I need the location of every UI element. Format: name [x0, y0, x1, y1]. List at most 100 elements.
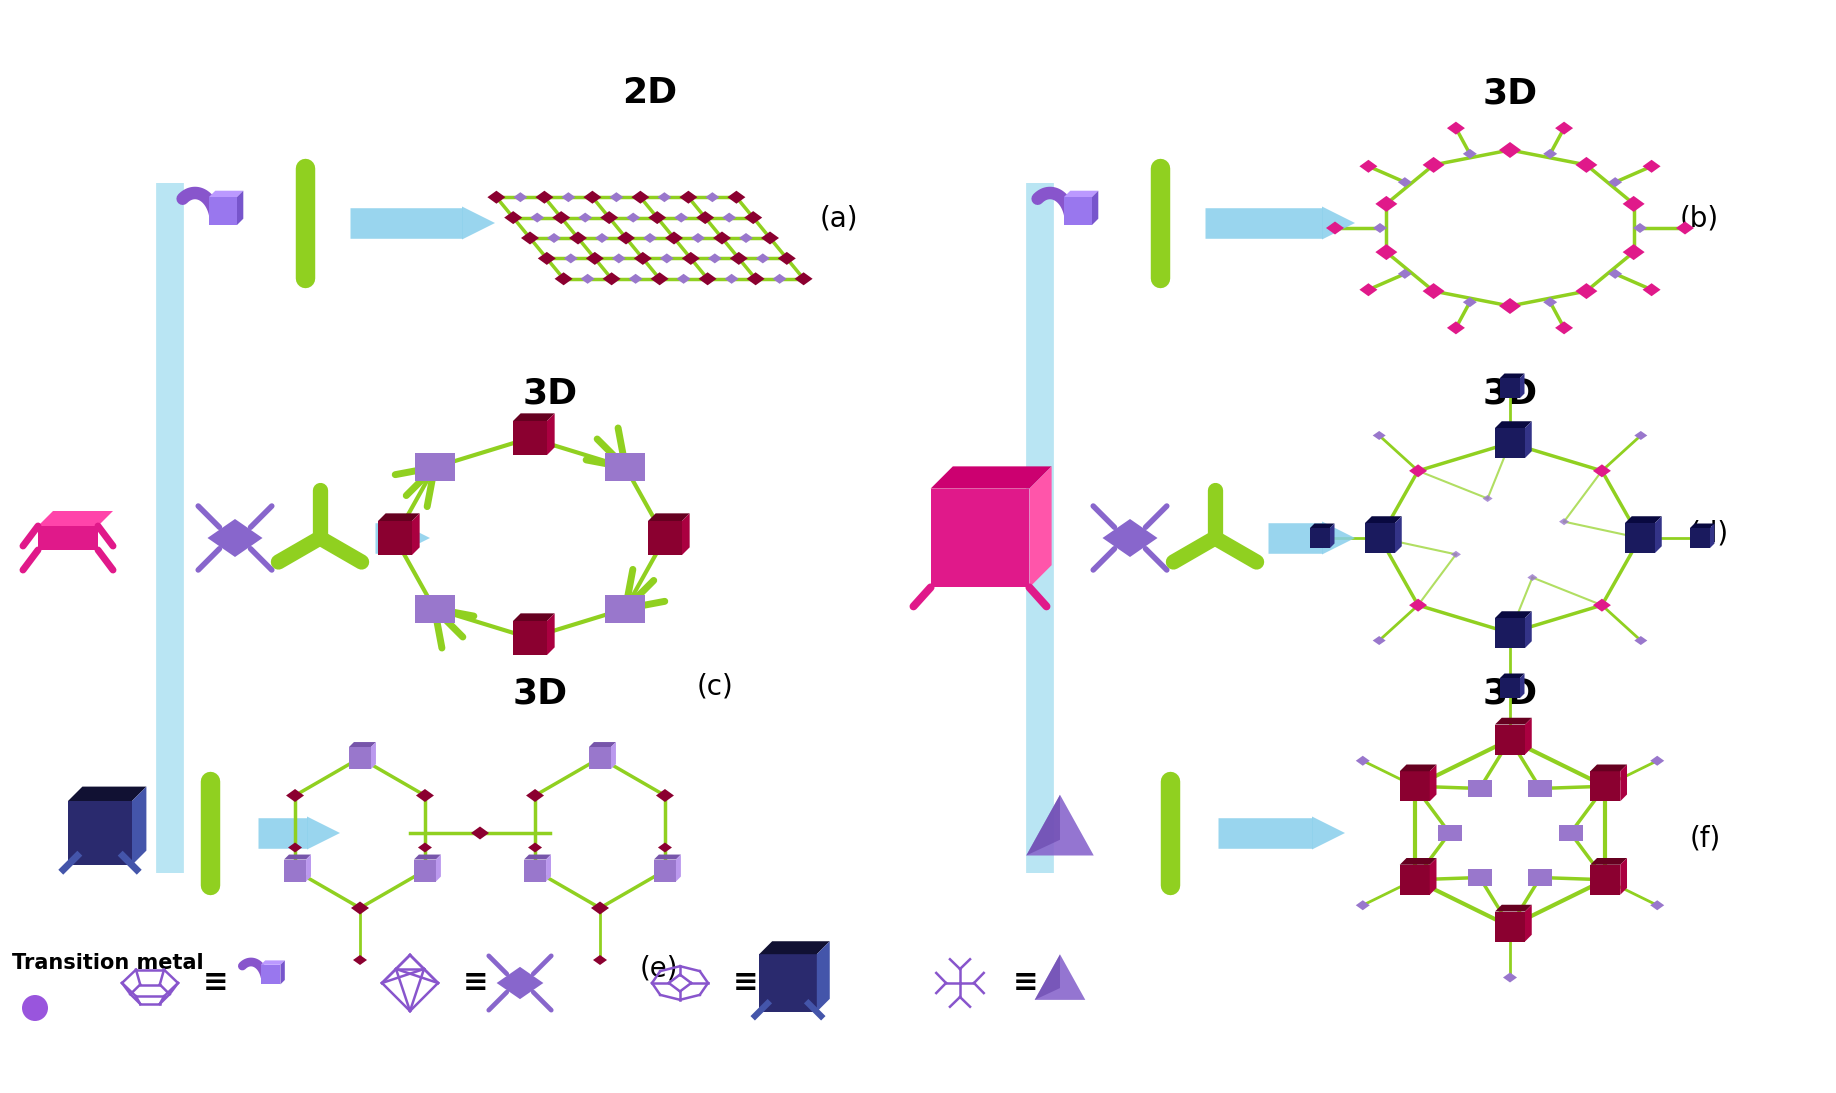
Polygon shape — [39, 526, 97, 550]
Polygon shape — [496, 967, 543, 999]
Circle shape — [22, 995, 48, 1021]
Polygon shape — [1463, 297, 1476, 307]
Polygon shape — [1483, 495, 1493, 502]
Polygon shape — [1495, 421, 1531, 428]
Polygon shape — [307, 816, 340, 849]
Text: 3D: 3D — [512, 675, 567, 710]
Polygon shape — [586, 251, 604, 265]
Polygon shape — [1092, 190, 1098, 225]
Polygon shape — [1397, 177, 1412, 187]
Polygon shape — [1544, 297, 1557, 307]
Polygon shape — [1438, 824, 1461, 842]
Polygon shape — [1528, 780, 1551, 797]
Polygon shape — [1373, 223, 1386, 233]
Polygon shape — [676, 855, 681, 881]
Polygon shape — [1651, 901, 1663, 910]
Polygon shape — [569, 232, 588, 245]
Text: 3D: 3D — [1482, 376, 1537, 410]
Polygon shape — [261, 965, 281, 985]
Polygon shape — [705, 192, 720, 202]
Text: (a): (a) — [821, 204, 859, 232]
Polygon shape — [1654, 516, 1662, 553]
Polygon shape — [648, 514, 690, 521]
Text: ≡: ≡ — [463, 968, 488, 998]
Polygon shape — [1555, 121, 1573, 134]
Polygon shape — [538, 251, 556, 265]
Polygon shape — [463, 207, 496, 239]
Polygon shape — [727, 190, 745, 203]
Polygon shape — [760, 954, 817, 1012]
Polygon shape — [648, 521, 681, 555]
Polygon shape — [1634, 431, 1647, 440]
Polygon shape — [606, 454, 646, 481]
Polygon shape — [1065, 197, 1092, 225]
Polygon shape — [1030, 467, 1052, 587]
Polygon shape — [512, 413, 554, 421]
Polygon shape — [413, 855, 441, 859]
Polygon shape — [602, 272, 621, 285]
Text: (e): (e) — [641, 954, 679, 982]
Polygon shape — [773, 274, 786, 284]
Polygon shape — [1689, 524, 1715, 528]
Polygon shape — [1504, 973, 1517, 983]
Polygon shape — [1495, 912, 1526, 941]
Text: ≡: ≡ — [1012, 968, 1037, 998]
Polygon shape — [1495, 428, 1526, 458]
Polygon shape — [285, 859, 307, 881]
Polygon shape — [756, 254, 769, 263]
Polygon shape — [547, 413, 554, 455]
Polygon shape — [1559, 518, 1570, 525]
Polygon shape — [415, 595, 455, 623]
Polygon shape — [209, 190, 244, 197]
Polygon shape — [611, 254, 626, 263]
Polygon shape — [1423, 283, 1445, 299]
Polygon shape — [1625, 522, 1654, 553]
Polygon shape — [1500, 673, 1524, 678]
Polygon shape — [1623, 196, 1645, 212]
Polygon shape — [1399, 865, 1430, 895]
Polygon shape — [617, 232, 635, 245]
Polygon shape — [307, 855, 310, 881]
Polygon shape — [1495, 618, 1526, 648]
Polygon shape — [593, 955, 608, 965]
Polygon shape — [1322, 521, 1355, 554]
Polygon shape — [349, 742, 376, 747]
Polygon shape — [747, 272, 764, 285]
Polygon shape — [1619, 858, 1627, 895]
Polygon shape — [681, 251, 700, 265]
Polygon shape — [760, 232, 778, 245]
Polygon shape — [606, 595, 646, 623]
Polygon shape — [1590, 764, 1627, 772]
Polygon shape — [1359, 160, 1377, 173]
Polygon shape — [600, 211, 619, 224]
Text: 3D: 3D — [1482, 675, 1537, 710]
Text: Transition metal: Transition metal — [13, 953, 204, 973]
Polygon shape — [1498, 142, 1520, 158]
Text: (f): (f) — [1689, 824, 1722, 853]
Polygon shape — [1689, 528, 1709, 548]
Polygon shape — [1632, 223, 1647, 233]
Polygon shape — [1575, 283, 1597, 299]
Polygon shape — [1643, 160, 1660, 173]
Polygon shape — [261, 961, 285, 965]
Polygon shape — [778, 251, 795, 265]
Polygon shape — [1651, 755, 1663, 766]
Polygon shape — [435, 855, 441, 881]
Polygon shape — [281, 961, 285, 985]
Polygon shape — [626, 213, 641, 223]
Polygon shape — [1526, 905, 1531, 941]
Polygon shape — [1065, 190, 1098, 197]
Polygon shape — [657, 192, 672, 202]
Polygon shape — [564, 254, 578, 263]
Polygon shape — [527, 789, 543, 802]
Polygon shape — [1555, 321, 1573, 334]
Polygon shape — [1375, 196, 1397, 212]
Polygon shape — [657, 843, 672, 853]
Polygon shape — [562, 192, 575, 202]
Polygon shape — [1676, 222, 1695, 235]
Polygon shape — [413, 859, 435, 881]
Text: (c): (c) — [698, 672, 734, 700]
Polygon shape — [237, 190, 244, 225]
Polygon shape — [632, 190, 650, 203]
Polygon shape — [1528, 574, 1537, 581]
